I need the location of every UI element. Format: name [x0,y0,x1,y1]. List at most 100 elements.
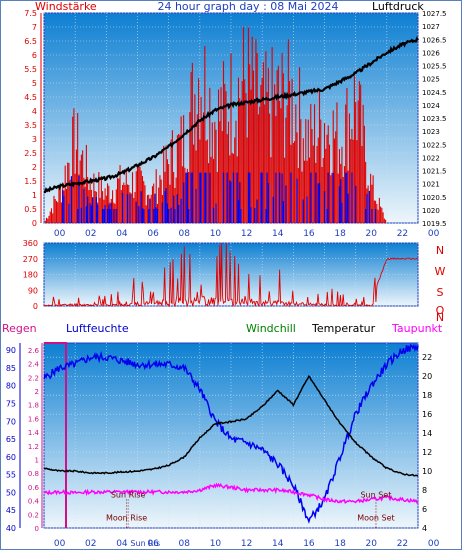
luftdruck-label: Luftdruck [372,0,424,13]
event-label: Moon Rise [106,513,147,522]
direction-tick-label: 270 [23,255,38,264]
temperature-tick-label: 14 [422,429,432,438]
compass-label: W [435,265,446,278]
event-label: Sun Rise [111,491,146,500]
humidity-tick-label: 65 [6,435,16,444]
x-tick-label: 10 [210,539,222,549]
wind-tick-label: 4 [32,107,37,116]
legend-luftfeuchte: Luftfeuchte [66,322,129,335]
direction-tick-label: 90 [28,286,38,295]
event-label: Moon Set [357,513,394,522]
temperature-tick-label: 8 [422,486,427,495]
wind-tick-label: 3 [32,135,37,144]
x-tick-label: 00 [54,539,66,549]
wind-tick-label: 1.5 [24,177,37,186]
event-label: Sun Set [360,491,391,500]
x-tick-label: 00 [428,229,440,239]
x-tick-label: 08 [179,229,191,239]
compass-label: N [436,244,444,257]
x-tick-label: 14 [272,229,284,239]
dewpoint-line [43,482,419,505]
legend-temperatur: Temperatur [311,322,376,335]
x-tick-label: 08 [179,539,191,549]
rain-tick-label: 2.2 [28,374,39,382]
rain-tick-label: 1.6 [28,415,40,423]
temperature-tick-label: 12 [422,448,432,457]
temperature-tick-label: 4 [422,524,427,533]
x-tick-label: 00 [54,229,66,239]
pressure-line [43,36,419,194]
humidity-tick-label: 85 [6,364,16,373]
pressure-tick-label: 1023.5 [422,115,447,123]
rain-line [44,342,67,528]
pressure-tick-label: 1025 [422,76,440,84]
x-tick-label: 18 [334,539,346,549]
legend-regen: Regen [2,322,37,335]
chart-title: 24 hour graph day : 08 Mai 2024 [157,0,338,13]
pressure-tick-label: 1020.5 [422,194,447,202]
x-tick-label: 04 [116,539,128,549]
x-tick-label: 02 [85,229,96,239]
temperature-tick-label: 16 [422,410,432,419]
pressure-tick-label: 1027 [422,23,440,31]
pressure-tick-label: 1026 [422,49,440,57]
pressure-tick-label: 1021 [422,181,440,189]
x-tick-label: 06 [147,229,159,239]
pressure-tick-label: 1027.5 [422,10,447,18]
pressure-tick-label: 1024 [422,102,440,110]
pressure-tick-label: 1022.5 [422,141,447,149]
pressure-tick-label: 1026.5 [422,36,447,44]
temperature-tick-label: 10 [422,467,432,476]
temperature-tick-label: 20 [422,372,432,381]
wind-tick-label: 0.5 [24,205,37,214]
x-tick-label: 00 [428,539,440,549]
x-tick-label: 16 [303,539,315,549]
rain-tick-label: 0.4 [28,498,40,506]
pressure-tick-label: 1022 [422,154,440,162]
x-tick-label: 10 [210,229,222,239]
temperature-line [43,374,419,477]
humidity-tick-label: 80 [6,382,16,391]
wind-tick-label: 4.5 [24,93,37,102]
wind-tick-label: 0 [32,219,37,228]
rain-tick-label: 1.2 [28,443,39,451]
wind-tick-label: 7.5 [24,9,37,18]
pressure-tick-label: 1024.5 [422,89,447,97]
wind-tick-label: 5.5 [24,65,37,74]
rain-tick-label: 0.8 [28,470,39,478]
humidity-tick-label: 55 [6,471,16,480]
x-tick-label: 06 [147,539,159,549]
wind-tick-label: 2.5 [24,149,37,158]
pressure-tick-label: 1025.5 [422,63,447,71]
rain-tick-label: 2 [35,388,39,396]
humidity-line [43,343,419,524]
direction-tick-label: 0 [33,302,38,311]
rain-tick-label: 1.8 [28,402,39,410]
event-label-extra: Sun Ris [130,539,160,548]
humidity-tick-label: 90 [6,346,16,355]
wind-tick-label: 6 [32,51,37,60]
humidity-tick-label: 40 [6,524,16,533]
humidity-tick-label: 45 [6,506,16,515]
x-tick-label: 16 [303,229,315,239]
temperature-tick-label: 6 [422,505,427,514]
wind-tick-label: 6.5 [24,37,37,46]
humidity-tick-label: 70 [6,417,16,426]
rain-tick-label: 0.6 [28,484,40,492]
windstarke-label: Windstärke [35,0,97,13]
x-tick-label: 20 [366,229,378,239]
wind-tick-label: 3.5 [24,121,37,130]
compass-label: O [436,304,445,317]
pressure-tick-label: 1020 [422,207,440,215]
pressure-tick-label: 1023 [422,128,440,136]
wind-tick-label: 5 [32,79,37,88]
rain-tick-label: 1 [35,456,39,464]
pressure-tick-label: 1021.5 [422,168,447,176]
temperature-tick-label: 18 [422,391,432,400]
rain-tick-label: 0.2 [28,511,39,519]
rain-tick-label: 2.6 [28,347,40,355]
x-tick-label: 12 [241,539,252,549]
rain-tick-label: 0 [35,525,39,533]
x-tick-label: 12 [241,229,252,239]
